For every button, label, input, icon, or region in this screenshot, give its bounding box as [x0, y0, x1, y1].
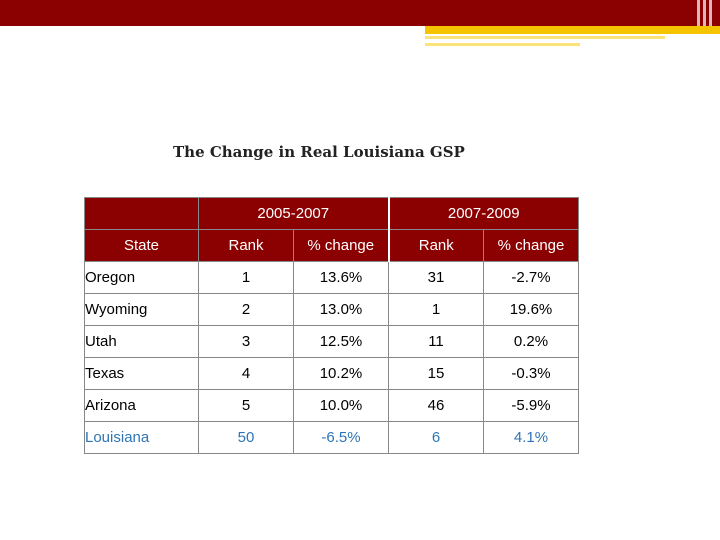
rank-header-1: Rank	[198, 229, 294, 262]
rank-cell: 15	[388, 357, 484, 390]
gold-accent-bar	[425, 26, 720, 34]
rank-cell: 46	[388, 389, 484, 422]
state-cell: Arizona	[84, 389, 199, 422]
change-cell: 0.2%	[483, 325, 579, 358]
rank-cell: 11	[388, 325, 484, 358]
table-row-louisiana: Louisiana 50 -6.5% 6 4.1%	[84, 421, 579, 454]
change-cell: 13.0%	[293, 293, 389, 326]
change-cell: 10.0%	[293, 389, 389, 422]
state-column-header: State	[84, 229, 199, 262]
table-row: Wyoming 2 13.0% 1 19.6%	[84, 293, 579, 326]
period-header-row: 2005-2007 2007-2009	[84, 197, 579, 230]
rank-cell: 50	[198, 421, 294, 454]
change-header-1: % change	[293, 229, 390, 262]
change-cell: 19.6%	[483, 293, 579, 326]
change-cell: 13.6%	[293, 261, 389, 294]
rank-header-2: Rank	[388, 229, 484, 262]
change-cell: 4.1%	[483, 421, 579, 454]
table-row: Oregon 1 13.6% 31 -2.7%	[84, 261, 579, 294]
gold-accent-line-short	[425, 43, 580, 46]
change-cell: -5.9%	[483, 389, 579, 422]
slide-title: The Change in Real Louisiana GSP	[173, 143, 465, 161]
state-cell: Wyoming	[84, 293, 199, 326]
rank-cell: 31	[388, 261, 484, 294]
state-cell: Utah	[84, 325, 199, 358]
table-row: Arizona 5 10.0% 46 -5.9%	[84, 389, 579, 422]
state-cell: Oregon	[84, 261, 199, 294]
change-cell: -2.7%	[483, 261, 579, 294]
state-cell: Louisiana	[84, 421, 199, 454]
rank-cell: 4	[198, 357, 294, 390]
table-row: Texas 4 10.2% 15 -0.3%	[84, 357, 579, 390]
change-cell: 10.2%	[293, 357, 389, 390]
rank-cell: 1	[198, 261, 294, 294]
rank-cell: 6	[388, 421, 484, 454]
column-header-row: State Rank % change Rank % change	[84, 229, 579, 262]
state-cell: Texas	[84, 357, 199, 390]
table-row: Utah 3 12.5% 11 0.2%	[84, 325, 579, 358]
change-cell: -0.3%	[483, 357, 579, 390]
rank-cell: 1	[388, 293, 484, 326]
gold-accent-line	[425, 36, 665, 39]
rank-cell: 5	[198, 389, 294, 422]
change-cell: 12.5%	[293, 325, 389, 358]
period-header-2007-2009: 2007-2009	[388, 197, 579, 230]
rank-cell: 3	[198, 325, 294, 358]
top-stripes-decoration	[697, 0, 712, 26]
top-color-band	[0, 0, 720, 26]
header-blank-cell	[84, 197, 199, 230]
period-header-2005-2007: 2005-2007	[198, 197, 390, 230]
change-header-2: % change	[483, 229, 579, 262]
change-cell: -6.5%	[293, 421, 389, 454]
rank-cell: 2	[198, 293, 294, 326]
gsp-table: 2005-2007 2007-2009 State Rank % change …	[84, 197, 579, 454]
